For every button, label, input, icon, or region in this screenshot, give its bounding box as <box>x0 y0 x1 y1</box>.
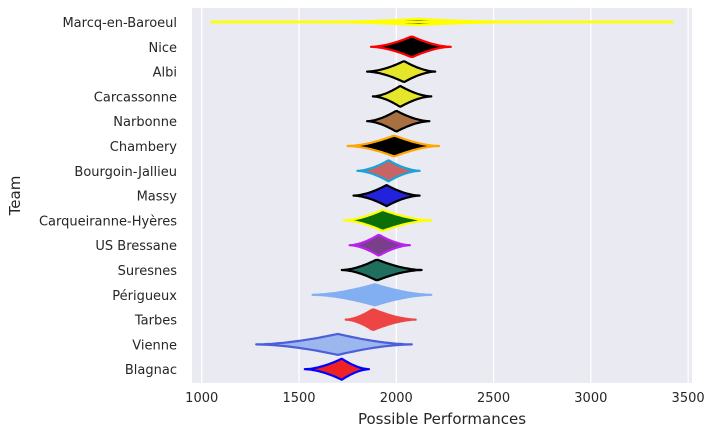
violin-p-rigueux <box>311 283 433 307</box>
violin-carcassonne <box>371 85 433 108</box>
y-tick-label: US Bressane <box>95 239 177 254</box>
y-tick-label: Massy <box>137 190 178 205</box>
y-tick-label: Carqueiranne-Hyères <box>39 214 177 229</box>
plot-background <box>192 8 692 383</box>
violin-nice <box>369 35 452 58</box>
violin-albi <box>366 60 437 83</box>
violin-narbonne <box>366 109 431 133</box>
violin-chambery <box>346 134 441 158</box>
y-tick-label: Bourgoin-Jallieu <box>74 165 177 180</box>
x-tick-label: 1000 <box>185 391 218 406</box>
y-tick-label: Albi <box>153 66 177 81</box>
violin-blagnac <box>303 357 371 381</box>
x-tick-label: 3000 <box>574 391 607 406</box>
y-tick-label: Chambery <box>110 140 178 155</box>
y-tick-label: Marcq-en-Baroeul <box>62 16 177 31</box>
y-tick-label: Vienne <box>132 338 177 353</box>
x-tick-label: 1500 <box>282 391 315 406</box>
y-tick-label: Tarbes <box>134 314 177 329</box>
violin-carqueiranne-hy-res <box>342 208 433 232</box>
y-axis-label: Team <box>6 176 24 217</box>
x-tick-label: 2000 <box>380 391 413 406</box>
y-tick-label: Carcassonne <box>94 90 177 105</box>
y-tick-labels: Marcq-en-Baroeul Nice Albi Carcassonne Narbo… <box>39 16 177 378</box>
violin-vienne <box>255 332 413 356</box>
violin-tarbes <box>344 308 417 331</box>
y-tick-label: Narbonne <box>113 115 177 130</box>
violin-us-bressane <box>348 233 411 257</box>
violin-massy <box>352 184 421 208</box>
x-tick-label: 3500 <box>672 391 705 406</box>
y-tick-label: Blagnac <box>125 363 177 378</box>
x-axis-label: Possible Performances <box>358 410 526 428</box>
violins <box>210 17 674 381</box>
x-tick-labels: 1000 1500 2000 2500 3000 3500 <box>185 391 704 406</box>
violin-suresnes <box>340 258 423 282</box>
y-tick-label: Périgueux <box>112 289 177 304</box>
y-tick-label: Suresnes <box>118 264 178 279</box>
y-tick-label: Nice <box>149 41 177 56</box>
x-tick-label: 2500 <box>477 391 510 406</box>
violin-bourgoin-jallieu <box>356 159 421 183</box>
